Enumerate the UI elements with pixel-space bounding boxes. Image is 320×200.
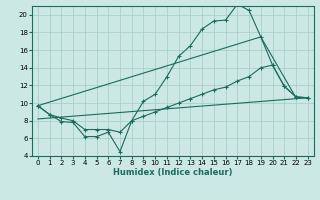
- X-axis label: Humidex (Indice chaleur): Humidex (Indice chaleur): [113, 168, 233, 177]
